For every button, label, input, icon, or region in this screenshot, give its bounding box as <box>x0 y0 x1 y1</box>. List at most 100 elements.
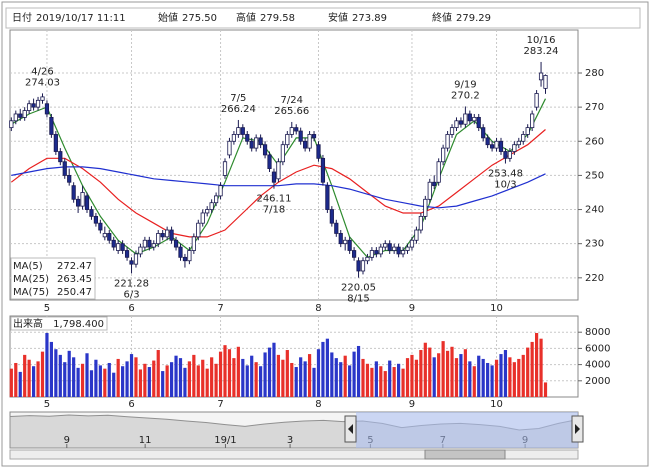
candle-body <box>485 137 490 146</box>
y-tick-label: 4000 <box>585 360 610 371</box>
volume-bar <box>526 347 530 397</box>
volume-bar <box>450 346 454 397</box>
candle-body <box>311 134 317 139</box>
candle-body <box>489 144 495 149</box>
annotation-value: 253.48 <box>488 169 523 180</box>
legend-box <box>10 257 96 300</box>
candle-body <box>267 154 272 169</box>
x-tick-label: 7 <box>217 399 223 410</box>
candle-body <box>165 229 170 238</box>
volume-bar <box>103 368 107 397</box>
volume-bar <box>543 382 548 397</box>
volume-bar <box>205 368 209 397</box>
candle-body <box>476 116 481 129</box>
volume-bar <box>339 362 343 397</box>
legend-name: MA(5) <box>13 261 43 272</box>
candle-body <box>538 72 544 81</box>
candle-body <box>414 229 419 241</box>
volume-bar <box>218 351 223 397</box>
volume-bar <box>521 354 525 397</box>
volume-bar <box>477 355 481 397</box>
annotation-date: 6/3 <box>123 289 139 300</box>
candle-body <box>516 140 521 146</box>
candle-body <box>187 250 192 262</box>
volume-bar <box>294 367 298 397</box>
volume-bar <box>267 347 272 397</box>
volume-bar <box>356 345 361 397</box>
candle-body <box>280 144 285 163</box>
volume-bar <box>18 371 22 397</box>
candle-body <box>178 246 183 258</box>
navigator-tick-label: 9 <box>64 435 70 446</box>
candle-body <box>89 209 94 217</box>
candle-body <box>351 250 357 258</box>
annotation-value: 220.05 <box>341 283 376 294</box>
candle-body <box>27 103 32 111</box>
volume-bar <box>27 359 31 397</box>
candle-body <box>231 134 237 142</box>
candle-body <box>35 99 41 108</box>
candle-body <box>441 147 446 163</box>
y-tick-label: 6000 <box>585 343 610 354</box>
candle-body <box>534 93 539 108</box>
annotation-value: 283.24 <box>524 46 559 57</box>
volume-bar <box>143 363 147 397</box>
header-value: 273.89 <box>352 13 387 24</box>
header-label: 終値 <box>432 11 452 24</box>
handle-arrow <box>575 424 580 434</box>
volume-bar <box>463 349 467 397</box>
candle-body <box>432 181 437 187</box>
volume-bar <box>325 338 329 397</box>
volume-bar <box>290 362 294 397</box>
candle-body <box>138 246 143 255</box>
navigator-selection[interactable] <box>356 412 578 448</box>
candle-body <box>116 243 121 251</box>
legend-value: 263.45 <box>57 274 92 285</box>
candle-body <box>98 222 103 231</box>
candle-body <box>249 140 254 149</box>
y-tick-label: 2000 <box>585 376 610 387</box>
handle-arrow <box>348 424 353 434</box>
volume-bar <box>183 367 187 397</box>
candle-body <box>454 120 459 129</box>
volume-bar <box>54 349 58 397</box>
volume-bar <box>236 346 240 397</box>
volume-bar <box>365 363 370 397</box>
volume-bar <box>307 354 312 397</box>
legend-value: 250.47 <box>57 287 92 298</box>
volume-bar <box>503 350 508 397</box>
scrollbar-track[interactable] <box>9 449 579 460</box>
candle-body <box>111 239 116 248</box>
candle-body <box>22 110 27 118</box>
x-tick-label: 8 <box>315 303 321 314</box>
volume-bar <box>276 354 281 397</box>
header-value: 2019/10/17 11:11 <box>36 13 126 24</box>
candle-body <box>240 127 245 135</box>
scrollbar-thumb[interactable] <box>424 449 506 460</box>
candle-body <box>289 127 294 135</box>
volume-bar <box>352 351 356 397</box>
volume-bar <box>36 361 40 397</box>
candle-body <box>276 161 281 180</box>
candle-body <box>156 233 161 245</box>
volume-bar <box>67 350 71 397</box>
candle-body <box>76 198 81 207</box>
candle-body <box>129 260 134 265</box>
volume-bar <box>481 358 485 397</box>
candle-body <box>365 256 370 262</box>
x-tick-label: 5 <box>44 399 50 410</box>
candle-body <box>44 103 50 115</box>
volume-bar <box>517 358 521 397</box>
candle-body <box>472 116 477 122</box>
price-panel <box>9 29 579 301</box>
candle-body <box>227 140 232 156</box>
volume-bar <box>76 367 80 397</box>
volume-bar <box>223 345 227 397</box>
candle-body <box>383 243 388 248</box>
volume-bar <box>445 350 450 397</box>
candle-body <box>347 239 352 251</box>
volume-bar <box>63 362 67 397</box>
volume-bar <box>14 362 18 397</box>
candle-body <box>449 127 455 135</box>
header-label: 高値 <box>236 11 256 24</box>
